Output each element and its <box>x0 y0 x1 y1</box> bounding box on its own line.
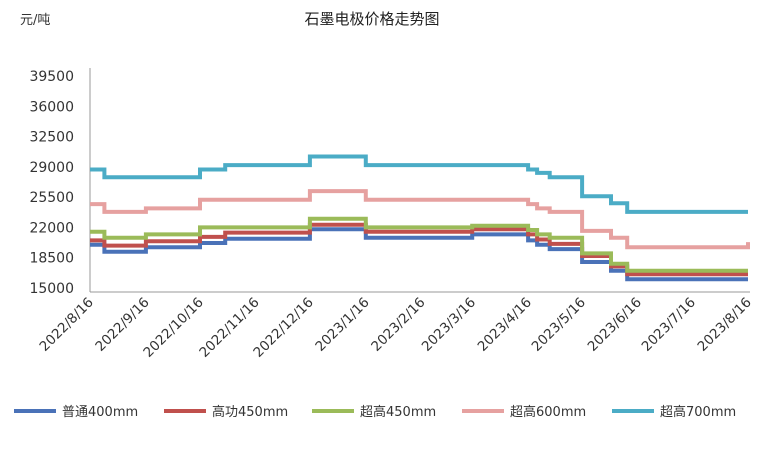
x-tick-label: 2022/8/16 <box>37 295 97 355</box>
x-tick-label: 2023/1/16 <box>312 295 372 355</box>
series-line-3 <box>90 189 750 250</box>
x-tick-label: 2023/3/16 <box>419 295 479 355</box>
y-tick-label: 39500 <box>29 69 74 85</box>
series-line-0 <box>90 227 748 282</box>
y-tick-label: 36000 <box>29 99 74 115</box>
legend-label-0: 普通400mm <box>62 405 138 420</box>
chart-title: 石墨电极价格走势图 <box>304 10 439 28</box>
y-tick-label: 18500 <box>29 251 74 267</box>
y-tick-label: 29000 <box>29 160 74 176</box>
x-tick-label: 2023/8/16 <box>695 295 755 355</box>
y-tick-label: 25500 <box>29 190 74 206</box>
y-tick-label: 32500 <box>29 130 74 146</box>
x-tick-label: 2023/7/16 <box>639 295 699 355</box>
legend-label-4: 超高700mm <box>660 404 736 420</box>
y-tick-labels: 39500 36000 32500 29000 25500 22000 18500 15000 <box>29 69 74 297</box>
legend: 普通400mm 高功450mm 超高450mm 超高600mm 超高700mm <box>14 404 736 420</box>
legend-label-3: 超高600mm <box>510 404 586 420</box>
x-tick-label: 2023/2/16 <box>368 295 428 355</box>
series-line-2 <box>90 216 748 273</box>
x-tick-labels: 2022/8/162022/9/162022/10/162022/11/1620… <box>37 295 755 361</box>
legend-label-1: 高功450mm <box>212 404 288 420</box>
x-tick-label: 2023/5/16 <box>529 295 589 355</box>
series-lines <box>90 154 750 282</box>
y-axis-unit: 元/吨 <box>20 13 50 28</box>
y-tick-label: 15000 <box>29 281 74 297</box>
x-tick-label: 2023/4/16 <box>475 295 535 355</box>
series-line-1 <box>90 222 748 277</box>
series-line-4 <box>90 154 748 214</box>
x-tick-label: 2023/6/16 <box>585 295 645 355</box>
y-tick-label: 22000 <box>29 220 74 236</box>
legend-label-2: 超高450mm <box>360 404 436 420</box>
